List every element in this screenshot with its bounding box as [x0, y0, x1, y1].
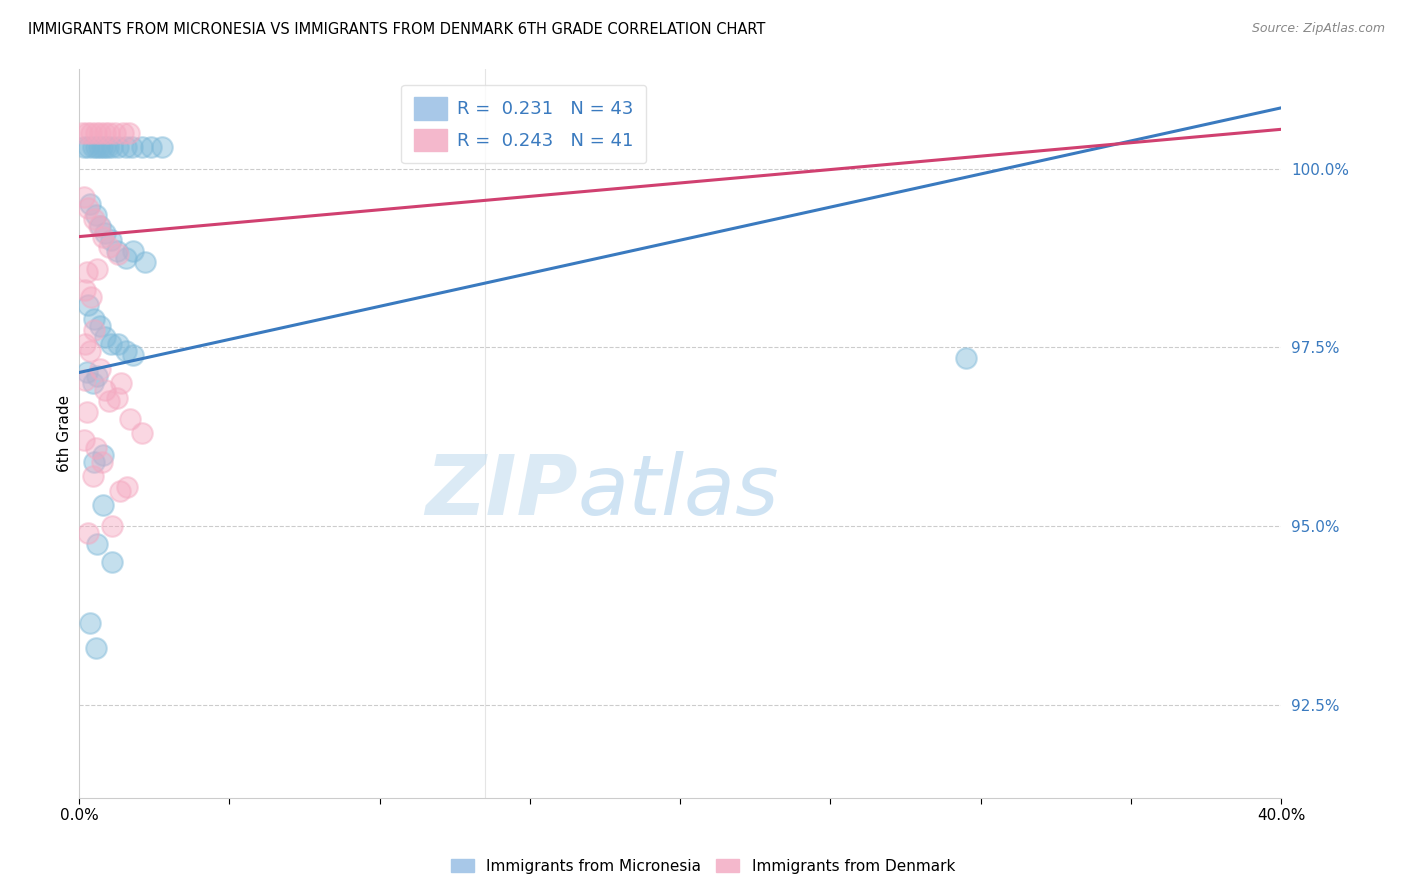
Point: [150, 140, 173, 154]
Point: [72, 190, 94, 204]
Point: [89, 219, 111, 233]
Point: [91, 498, 114, 512]
Text: IMMIGRANTS FROM MICRONESIA VS IMMIGRANTS FROM DENMARK 6TH GRADE CORRELATION CHAR: IMMIGRANTS FROM MICRONESIA VS IMMIGRANTS…: [28, 22, 765, 37]
Point: [84, 640, 107, 655]
Point: [100, 337, 122, 351]
Point: [76, 126, 98, 140]
Point: [76, 405, 98, 419]
Point: [90, 455, 112, 469]
Point: [114, 344, 136, 359]
Point: [89, 126, 111, 140]
Point: [120, 412, 142, 426]
Point: [93, 126, 115, 140]
Point: [87, 140, 110, 154]
Point: [72, 140, 94, 154]
Point: [82, 376, 104, 391]
Text: ZIP: ZIP: [426, 451, 578, 533]
Point: [101, 519, 124, 533]
Y-axis label: 6th Grade: 6th Grade: [58, 395, 72, 472]
Point: [83, 211, 105, 226]
Point: [90, 140, 112, 154]
Point: [87, 219, 110, 233]
Point: [93, 384, 115, 398]
Point: [89, 362, 111, 376]
Point: [77, 526, 100, 541]
Text: Source: ZipAtlas.com: Source: ZipAtlas.com: [1251, 22, 1385, 36]
Point: [114, 251, 136, 265]
Point: [115, 480, 138, 494]
Point: [75, 337, 97, 351]
Point: [101, 140, 124, 154]
Point: [98, 394, 121, 409]
Point: [79, 344, 101, 359]
Point: [97, 140, 120, 154]
Point: [86, 261, 108, 276]
Point: [93, 330, 115, 344]
Point: [84, 140, 107, 154]
Point: [98, 126, 121, 140]
Point: [122, 244, 145, 258]
Point: [93, 226, 115, 240]
Point: [84, 441, 107, 455]
Point: [955, 351, 977, 366]
Point: [91, 229, 114, 244]
Text: atlas: atlas: [578, 451, 779, 533]
Point: [77, 140, 100, 154]
Point: [141, 140, 163, 154]
Point: [80, 290, 103, 304]
Point: [134, 254, 156, 268]
Legend: R =  0.231   N = 43, R =  0.243   N = 41: R = 0.231 N = 43, R = 0.243 N = 41: [401, 85, 647, 163]
Point: [107, 247, 129, 261]
Point: [82, 469, 104, 483]
Point: [108, 483, 131, 498]
Point: [111, 126, 134, 140]
Point: [86, 369, 108, 384]
Point: [86, 537, 108, 551]
Point: [104, 126, 127, 140]
Point: [83, 455, 105, 469]
Point: [122, 348, 145, 362]
Point: [82, 140, 104, 154]
Point: [76, 366, 98, 380]
Point: [75, 283, 97, 297]
Point: [79, 615, 101, 630]
Point: [110, 376, 132, 391]
Point: [79, 197, 101, 211]
Point: [121, 140, 143, 154]
Point: [73, 373, 96, 387]
Point: [76, 265, 98, 279]
Point: [84, 208, 107, 222]
Point: [84, 126, 107, 140]
Point: [70, 126, 93, 140]
Point: [131, 426, 153, 441]
Point: [83, 311, 105, 326]
Point: [89, 318, 111, 333]
Point: [77, 297, 100, 311]
Point: [91, 448, 114, 462]
Point: [131, 140, 153, 154]
Legend: Immigrants from Micronesia, Immigrants from Denmark: Immigrants from Micronesia, Immigrants f…: [444, 853, 962, 880]
Point: [101, 555, 124, 569]
Point: [105, 244, 128, 258]
Point: [72, 434, 94, 448]
Point: [107, 337, 129, 351]
Point: [107, 140, 129, 154]
Point: [93, 140, 115, 154]
Point: [100, 233, 122, 247]
Point: [118, 126, 141, 140]
Point: [105, 391, 128, 405]
Point: [98, 240, 121, 254]
Point: [77, 201, 100, 215]
Point: [114, 140, 136, 154]
Point: [80, 126, 103, 140]
Point: [83, 322, 105, 336]
